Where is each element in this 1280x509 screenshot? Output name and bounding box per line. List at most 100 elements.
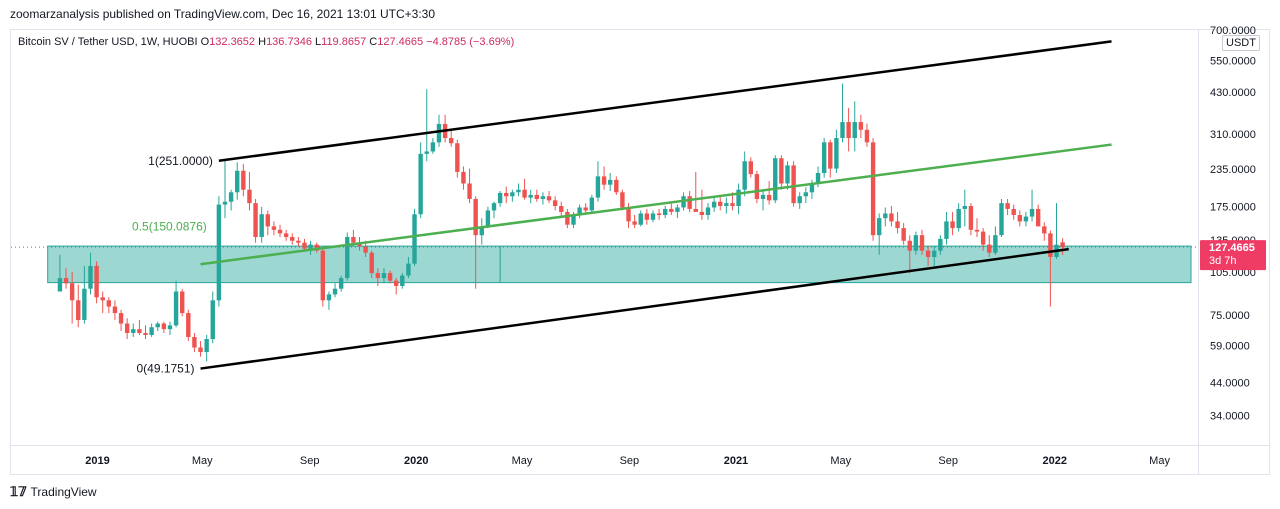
candle-body	[595, 176, 601, 198]
candle-body	[546, 196, 552, 201]
candle-body	[840, 122, 845, 139]
fib-level-label: 0.5(150.0876)	[132, 219, 207, 233]
candle-body	[559, 206, 564, 212]
candle-body	[1011, 208, 1016, 216]
time-scale[interactable]	[10, 446, 1199, 475]
candle-body	[406, 263, 411, 276]
currency-button[interactable]: USDT	[1222, 35, 1260, 51]
candle-body	[748, 161, 754, 175]
candle-body	[192, 336, 197, 348]
candle-body	[534, 194, 540, 199]
candle-body	[497, 192, 503, 204]
candle-body	[161, 323, 167, 330]
candle-body	[516, 189, 521, 193]
candle-body	[473, 198, 478, 236]
candle-body	[118, 313, 124, 324]
candle-body	[663, 208, 668, 216]
candle-body	[57, 278, 63, 292]
candle-body	[283, 233, 289, 238]
tradingview-brand[interactable]: 𝟙𝟟 TradingView	[10, 484, 97, 500]
candle-body	[1035, 208, 1041, 227]
candle-body	[326, 294, 332, 301]
channel-midline	[200, 143, 1112, 266]
close-value: 127.4665	[377, 36, 424, 48]
candle-body	[785, 165, 790, 184]
candle-body	[167, 325, 173, 330]
candle-body	[626, 207, 631, 222]
candle-body	[760, 194, 766, 199]
candle-body	[271, 226, 277, 230]
candle-body	[143, 332, 148, 335]
candle-body	[69, 283, 75, 301]
candle-body	[675, 207, 680, 212]
candle-body	[393, 280, 399, 286]
candle-body	[82, 288, 87, 320]
candle-body	[766, 194, 772, 201]
candle-body	[1023, 216, 1029, 222]
candle-body	[204, 339, 209, 352]
candle-body	[883, 213, 888, 219]
y-tick-label: 310.0000	[1210, 129, 1256, 141]
candle-body	[1060, 242, 1065, 248]
close-label: C	[369, 36, 378, 48]
x-tick-label: Sep	[938, 455, 958, 467]
candle-body	[791, 165, 796, 204]
candle-body	[522, 189, 527, 198]
candle-body	[669, 208, 674, 212]
candle-body	[76, 300, 81, 320]
candle-body	[736, 189, 741, 207]
candle-body	[552, 200, 558, 207]
candle-body	[424, 151, 429, 154]
candle-body	[650, 213, 656, 220]
tradingview-logo-icon: 𝟙𝟟	[10, 484, 27, 499]
candle-body	[950, 221, 955, 229]
candle-body	[155, 323, 160, 328]
open-label: O	[200, 36, 210, 48]
candle-body	[699, 211, 705, 216]
candle-body	[577, 207, 582, 216]
symbol-legend: Bitcoin SV / Tether USD, 1W, HUOBI O132.…	[18, 36, 514, 48]
candle-body	[430, 142, 436, 152]
candle-body	[357, 242, 362, 247]
candle-body	[999, 203, 1004, 236]
high-value: 136.7346	[266, 36, 312, 48]
candle-body	[944, 221, 949, 239]
candle-body	[779, 158, 784, 184]
candle-body	[100, 297, 105, 301]
candle-body	[858, 122, 864, 130]
candle-body	[467, 183, 472, 199]
x-tick-label: May	[512, 455, 533, 467]
candle-body	[687, 196, 692, 209]
channel-lower-line	[200, 247, 1069, 370]
candle-body	[228, 192, 234, 202]
candle-body	[773, 158, 778, 201]
candle-body	[436, 123, 442, 143]
candle-body	[418, 153, 423, 215]
candle-body	[1048, 233, 1053, 257]
candle-body	[528, 194, 533, 198]
chart-pane[interactable]	[10, 29, 1199, 446]
fib-level-label: 1(251.0000)	[148, 154, 213, 168]
candle-body	[363, 246, 368, 253]
candle-body	[895, 221, 900, 229]
y-tick-label: 700.0000	[1210, 25, 1256, 37]
candle-body	[901, 228, 906, 241]
candle-body	[620, 192, 625, 208]
candle-body	[345, 237, 350, 279]
price-scale[interactable]	[1199, 29, 1270, 446]
channel-upper-line	[218, 40, 1112, 162]
candle-body	[540, 196, 546, 199]
candle-body	[320, 250, 326, 301]
candle-body	[632, 221, 637, 225]
candle-body	[308, 244, 313, 249]
candle-body	[338, 278, 344, 289]
candle-body	[980, 231, 986, 245]
candle-body	[461, 171, 466, 184]
candle-body	[828, 142, 833, 169]
y-tick-label: 75.0000	[1210, 310, 1250, 322]
candle-body	[919, 235, 925, 251]
y-tick-label: 34.0000	[1210, 411, 1250, 423]
candle-body	[1017, 215, 1023, 222]
candle-body	[614, 179, 619, 193]
candle-body	[962, 206, 967, 209]
